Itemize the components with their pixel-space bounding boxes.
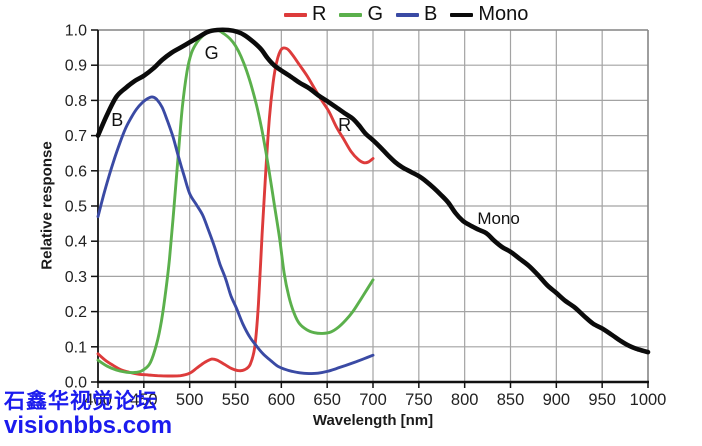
legend-label: B [424, 3, 438, 25]
x-tick-label: 750 [405, 391, 433, 409]
y-tick-label: 0.8 [65, 93, 87, 110]
x-tick-label: 700 [359, 391, 387, 409]
x-tick-label: 600 [268, 391, 296, 409]
x-tick-label: 500 [176, 391, 204, 409]
x-axis-title: Wavelength [nm] [312, 412, 434, 429]
x-tick-label: 400 [84, 391, 112, 409]
series-curve-R [96, 46, 375, 378]
legend-label: G [367, 3, 384, 25]
legend-item-R: R [284, 3, 326, 26]
y-tick-label: 0.0 [65, 375, 87, 392]
series-curve-Mono [95, 27, 651, 355]
chart-legend: R G B Mono [284, 3, 528, 26]
curve-label-B: B [111, 110, 123, 130]
legend-label: R [312, 3, 327, 25]
watermark-line-chinese: 石鑫华视觉论坛 [4, 390, 158, 413]
legend-swatch-B [396, 12, 420, 17]
x-tick-label: 450 [130, 391, 158, 409]
legend-item-B: B [396, 3, 437, 26]
legend-swatch-G [339, 12, 363, 17]
curve-label-Mono: Mono [477, 209, 520, 228]
legend-label: Mono [478, 3, 529, 25]
y-tick-label: 0.2 [65, 304, 87, 321]
legend-item-Mono: Mono [450, 3, 528, 26]
x-tick-label: 800 [451, 391, 479, 409]
x-tick-label: 850 [497, 391, 525, 409]
series-curve-G [96, 28, 375, 375]
x-tick-label: 900 [543, 391, 571, 409]
x-tick-label: 950 [588, 391, 616, 409]
curve-label-G: G [205, 43, 219, 63]
y-tick-label: 0.6 [65, 163, 87, 180]
curve-label-R: R [338, 115, 351, 135]
y-tick-label: 0.4 [65, 234, 87, 251]
x-tick-label: 1000 [630, 391, 667, 409]
y-tick-label: 1.0 [65, 23, 87, 40]
x-tick-label: 550 [222, 391, 250, 409]
legend-swatch-R [284, 12, 307, 17]
y-tick-label: 0.9 [65, 58, 87, 75]
y-tick-label: 0.7 [65, 128, 87, 145]
y-tick-label: 0.3 [65, 269, 87, 286]
series-curve-B [96, 95, 375, 376]
y-axis-title: Relative response [38, 141, 56, 270]
y-tick-label: 0.1 [65, 339, 87, 356]
y-tick-label: 0.5 [65, 199, 87, 216]
legend-item-G: G [339, 3, 383, 26]
x-tick-label: 650 [313, 391, 341, 409]
legend-swatch-Mono [450, 12, 474, 17]
watermark-line-url: visionbbs.com [4, 412, 173, 439]
